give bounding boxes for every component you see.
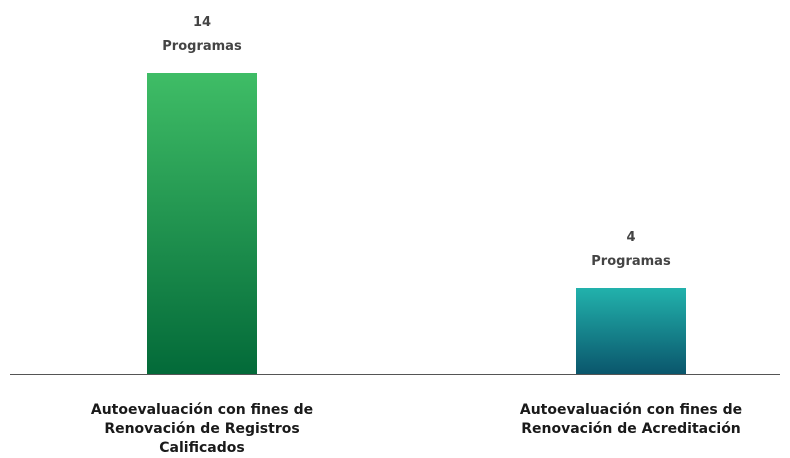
value-label: 4 Programas [591, 230, 671, 269]
value-label: 14 Programas [162, 15, 242, 54]
bar [147, 73, 257, 374]
x-axis [10, 374, 780, 375]
x-tick-label: Autoevaluación con fines de Renovación d… [90, 402, 314, 456]
chart: Autoevaluación con fines de Renovación d… [10, 15, 780, 456]
page: Autoevaluación con fines de Renovación d… [10, 15, 780, 456]
bar [576, 288, 686, 374]
x-tick-label: Autoevaluación con fines de Renovación d… [519, 402, 743, 437]
